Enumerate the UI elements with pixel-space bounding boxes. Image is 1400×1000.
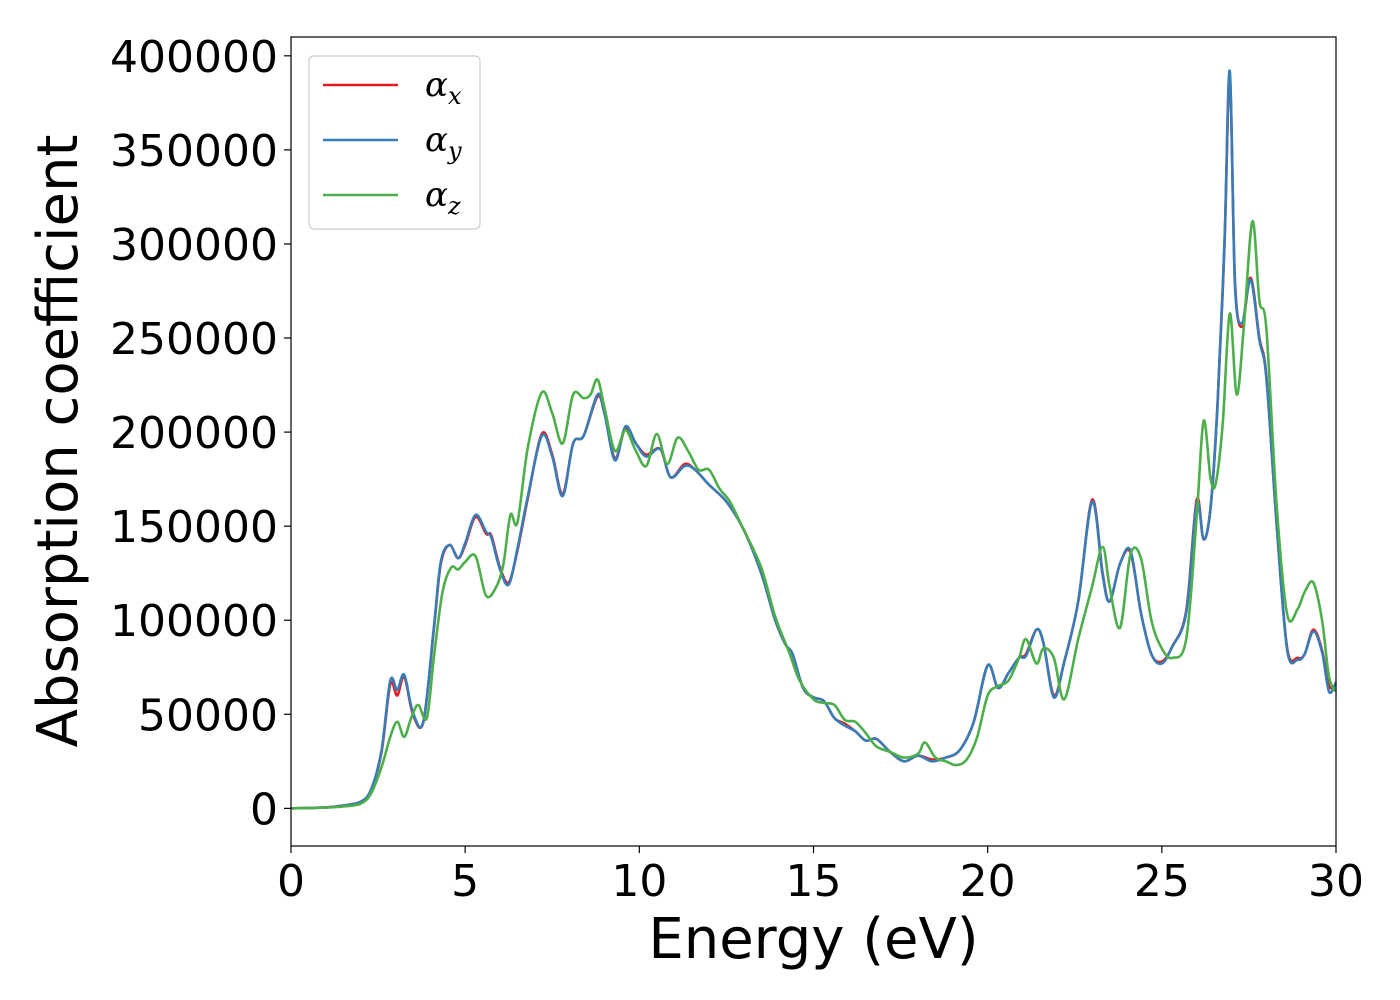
y-tick-label: 350000: [110, 126, 278, 177]
series-line-z: [290, 220, 1338, 810]
legend-box: [308, 55, 481, 230]
series-line-y: [290, 69, 1338, 810]
x-tick-label: 10: [611, 856, 667, 907]
x-tick-label: 15: [786, 856, 842, 907]
y-tick-label: 150000: [110, 502, 278, 553]
y-tick-label: 200000: [110, 408, 278, 459]
x-axis-ticks: 0 5 10 15 20 25 30: [277, 846, 1364, 907]
x-tick-label: 30: [1308, 856, 1364, 907]
y-axis-title: Absorption coefficient: [26, 135, 91, 748]
x-tick-label: 20: [960, 856, 1016, 907]
y-tick-label: 50000: [138, 690, 278, 741]
x-axis-title: Energy (eV): [648, 907, 978, 972]
legend-label-y: αy: [425, 120, 462, 165]
y-axis-ticks: 0 50000 100000 150000 200000 250000 300000 3500…: [110, 32, 291, 835]
x-tick-label: 5: [451, 856, 479, 907]
y-tick-label: 300000: [110, 220, 278, 271]
series-layer: [290, 69, 1338, 810]
legend-label-x: αx: [425, 65, 462, 110]
y-tick-label: 0: [250, 784, 278, 835]
y-tick-label: 100000: [110, 596, 278, 647]
legend-label-z: αz: [425, 175, 461, 220]
x-tick-label: 25: [1134, 856, 1190, 907]
x-tick-label: 0: [277, 856, 305, 907]
y-tick-label: 250000: [110, 314, 278, 365]
legend: αx αy αz: [308, 55, 481, 230]
y-tick-label: 400000: [110, 32, 278, 83]
